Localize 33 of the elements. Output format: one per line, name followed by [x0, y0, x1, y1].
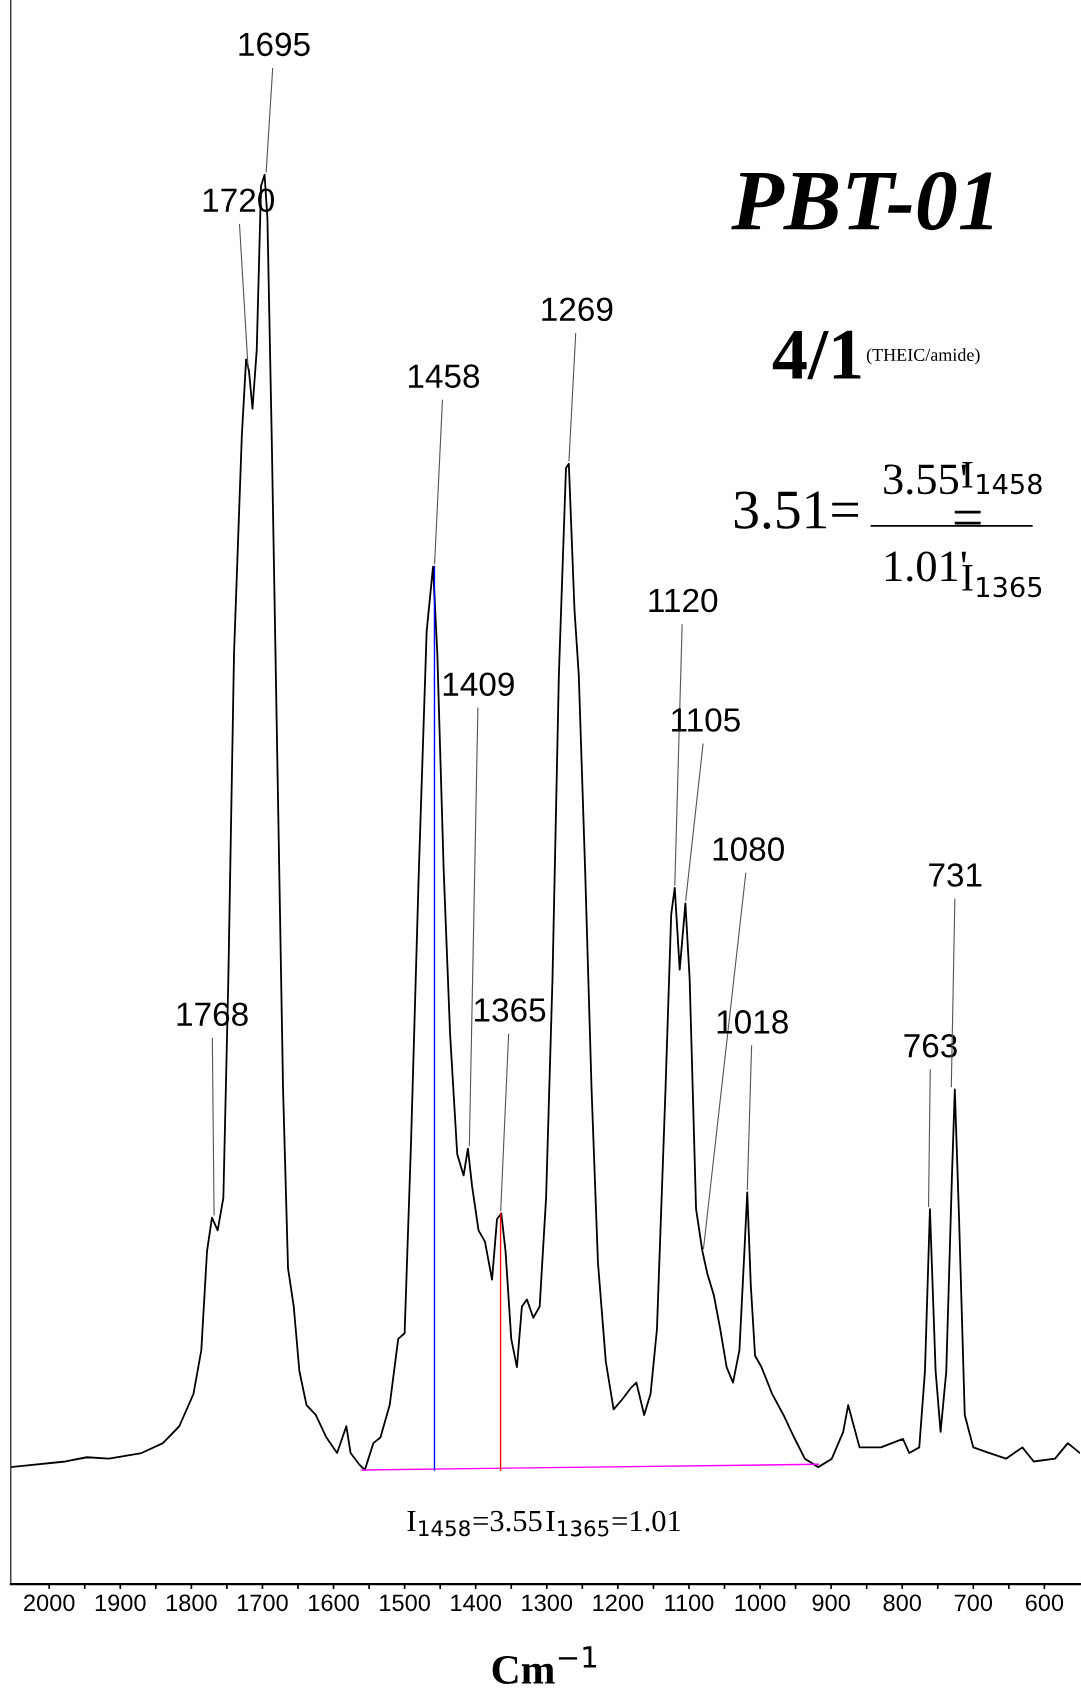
- annotation: 1269: [542, 297, 613, 322]
- x-tick-label: 2000: [24, 1594, 75, 1612]
- annotation: 731: [929, 863, 982, 887]
- x-tick-label: 1000: [735, 1594, 786, 1612]
- annotation: 1409: [443, 672, 514, 697]
- annotation: 1120: [649, 588, 718, 613]
- annotation: I$_{1365}$=1.01: [546, 1510, 680, 1537]
- x-tick-label: 1800: [166, 1594, 217, 1612]
- x-tick-label: 1600: [309, 1594, 359, 1612]
- x-tick-label: 1900: [95, 1594, 146, 1612]
- x-tick-label: 1700: [237, 1594, 288, 1612]
- annotation: 1018: [717, 1010, 788, 1034]
- annotation: (THEIC/amide): [866, 348, 980, 365]
- x-tick-label: 900: [812, 1594, 850, 1612]
- x-tick-label: 1400: [451, 1594, 502, 1612]
- annotation: I$_{1458}$=3.55: [407, 1510, 542, 1537]
- x-tick-label: 1100: [665, 1594, 714, 1612]
- annotation: 3.51=: [734, 491, 859, 529]
- annotation: 4/1: [772, 330, 861, 380]
- x-tick-label: 1200: [593, 1594, 644, 1612]
- x-tick-label: 1300: [522, 1594, 573, 1612]
- x-axis-title: Cm$^{−1}$: [492, 1646, 597, 1684]
- annotation: =: [954, 510, 981, 525]
- annotation: 1365: [475, 998, 546, 1022]
- annotation: 1695: [239, 32, 310, 57]
- annotation: 1458: [408, 364, 480, 388]
- chart-title: PBT-01: [731, 172, 993, 231]
- annotation: 1080: [713, 837, 784, 861]
- x-tick-label: 800: [883, 1594, 921, 1612]
- x-tick-label: 600: [1025, 1594, 1064, 1612]
- x-tick-label: 700: [954, 1594, 993, 1612]
- x-tick-label: 1500: [380, 1594, 430, 1612]
- annotation: 763: [904, 1034, 957, 1058]
